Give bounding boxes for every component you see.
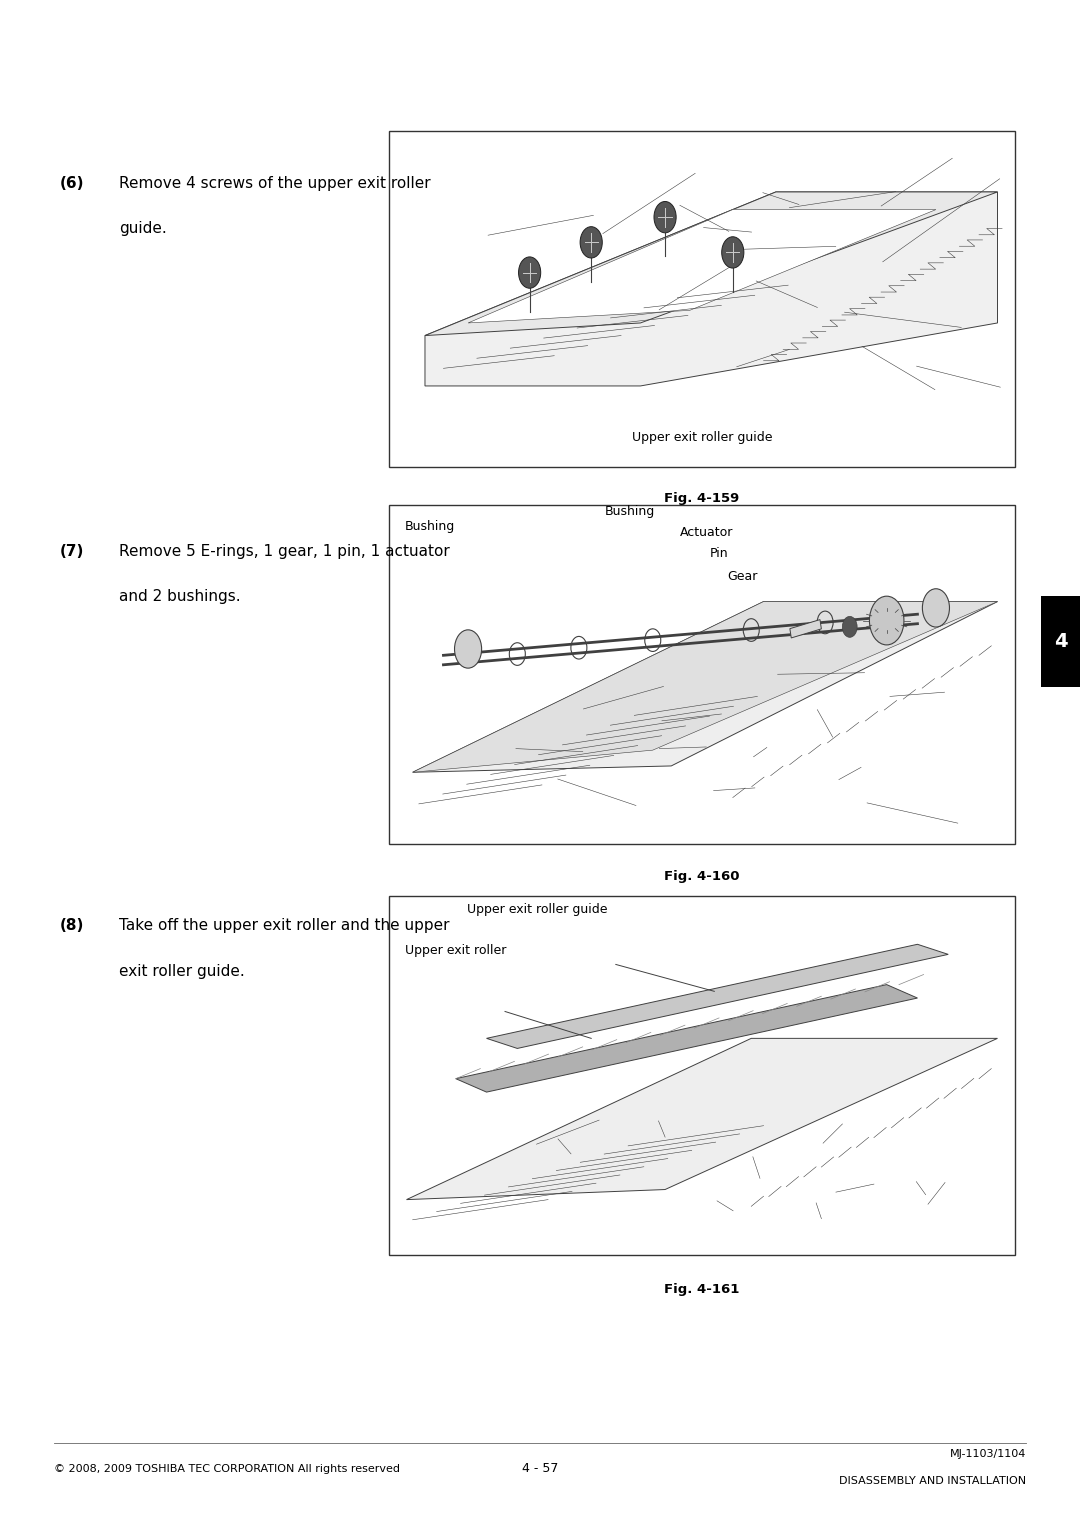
Text: (8): (8): [59, 918, 84, 933]
Bar: [389, 505, 1015, 844]
Circle shape: [922, 589, 949, 628]
Circle shape: [869, 596, 904, 644]
Circle shape: [721, 237, 744, 269]
Text: Fig. 4-161: Fig. 4-161: [664, 1283, 740, 1296]
Circle shape: [518, 257, 541, 289]
Polygon shape: [456, 985, 917, 1092]
Text: Upper exit roller guide: Upper exit roller guide: [632, 431, 772, 444]
Text: 4: 4: [1054, 632, 1067, 651]
Bar: [789, 620, 822, 638]
Polygon shape: [413, 602, 998, 773]
Bar: [389, 131, 1015, 467]
Text: © 2008, 2009 TOSHIBA TEC CORPORATION All rights reserved: © 2008, 2009 TOSHIBA TEC CORPORATION All…: [54, 1464, 400, 1474]
Text: DISASSEMBLY AND INSTALLATION: DISASSEMBLY AND INSTALLATION: [839, 1477, 1026, 1486]
Text: and 2 bushings.: and 2 bushings.: [119, 589, 241, 605]
Polygon shape: [424, 192, 998, 386]
Polygon shape: [424, 192, 998, 336]
Circle shape: [455, 629, 482, 669]
Text: Upper exit roller: Upper exit roller: [405, 944, 507, 957]
Circle shape: [842, 617, 858, 637]
Polygon shape: [413, 602, 998, 773]
Text: Take off the upper exit roller and the upper: Take off the upper exit roller and the u…: [119, 918, 449, 933]
Circle shape: [580, 226, 603, 258]
Polygon shape: [468, 209, 936, 324]
Text: Fig. 4-160: Fig. 4-160: [664, 870, 740, 884]
Text: Bushing: Bushing: [605, 504, 656, 518]
Text: guide.: guide.: [119, 221, 166, 237]
Bar: [389, 896, 1015, 1255]
Text: Pin: Pin: [710, 547, 728, 560]
Text: 4 - 57: 4 - 57: [522, 1463, 558, 1475]
Text: Fig. 4-159: Fig. 4-159: [664, 492, 740, 505]
Text: Actuator: Actuator: [680, 525, 733, 539]
Text: (7): (7): [59, 544, 84, 559]
Circle shape: [654, 202, 676, 232]
Text: Remove 5 E-rings, 1 gear, 1 pin, 1 actuator: Remove 5 E-rings, 1 gear, 1 pin, 1 actua…: [119, 544, 449, 559]
Polygon shape: [406, 1038, 998, 1200]
Bar: [1041, 596, 1080, 687]
Text: exit roller guide.: exit roller guide.: [119, 964, 244, 979]
Polygon shape: [486, 944, 948, 1049]
Text: Bushing: Bushing: [405, 519, 456, 533]
Text: Upper exit roller guide: Upper exit roller guide: [467, 902, 607, 916]
Text: MJ-1103/1104: MJ-1103/1104: [949, 1449, 1026, 1458]
Text: Gear: Gear: [727, 570, 757, 583]
Text: Remove 4 screws of the upper exit roller: Remove 4 screws of the upper exit roller: [119, 176, 431, 191]
Text: (6): (6): [59, 176, 84, 191]
